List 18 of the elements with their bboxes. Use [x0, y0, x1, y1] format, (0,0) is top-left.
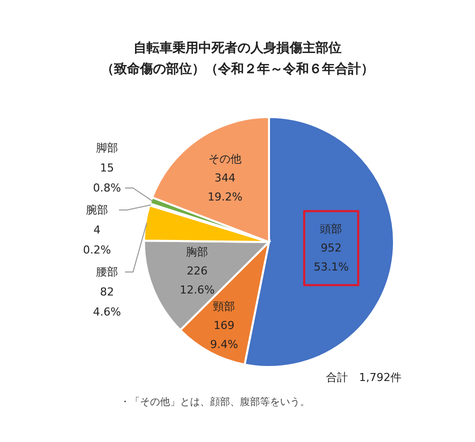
- data-label: 15 0.8%: [93, 162, 121, 194]
- data-label: 82 4.6%: [93, 286, 121, 318]
- chart-title: 自転車乗用中死者の人身損傷主部位: [132, 40, 342, 58]
- slice-label: 脚部: [96, 142, 118, 154]
- chart-subtitle: （致命傷の部位）（令和２年～令和６年合計）: [100, 60, 375, 79]
- text: 合計 1,792件: [326, 370, 402, 385]
- data-label: 4 0.2%: [83, 224, 111, 256]
- data-label: 952 53.1%: [314, 242, 349, 274]
- slice-label: 腕部: [86, 204, 108, 216]
- slice-label: その他: [208, 152, 242, 166]
- slice-label: 腰部: [96, 266, 118, 278]
- slice-label: 頸部: [213, 300, 236, 314]
- slice-label: 頭部: [320, 222, 342, 236]
- text: ・「その他」とは、顔部、腹部等をいう。: [120, 396, 310, 409]
- slice-label: 胸部: [186, 246, 208, 259]
- data-label: 169 9.4%: [210, 319, 238, 352]
- data-label: 226 12.6%: [180, 264, 215, 297]
- data-label: 344 19.2%: [208, 172, 243, 204]
